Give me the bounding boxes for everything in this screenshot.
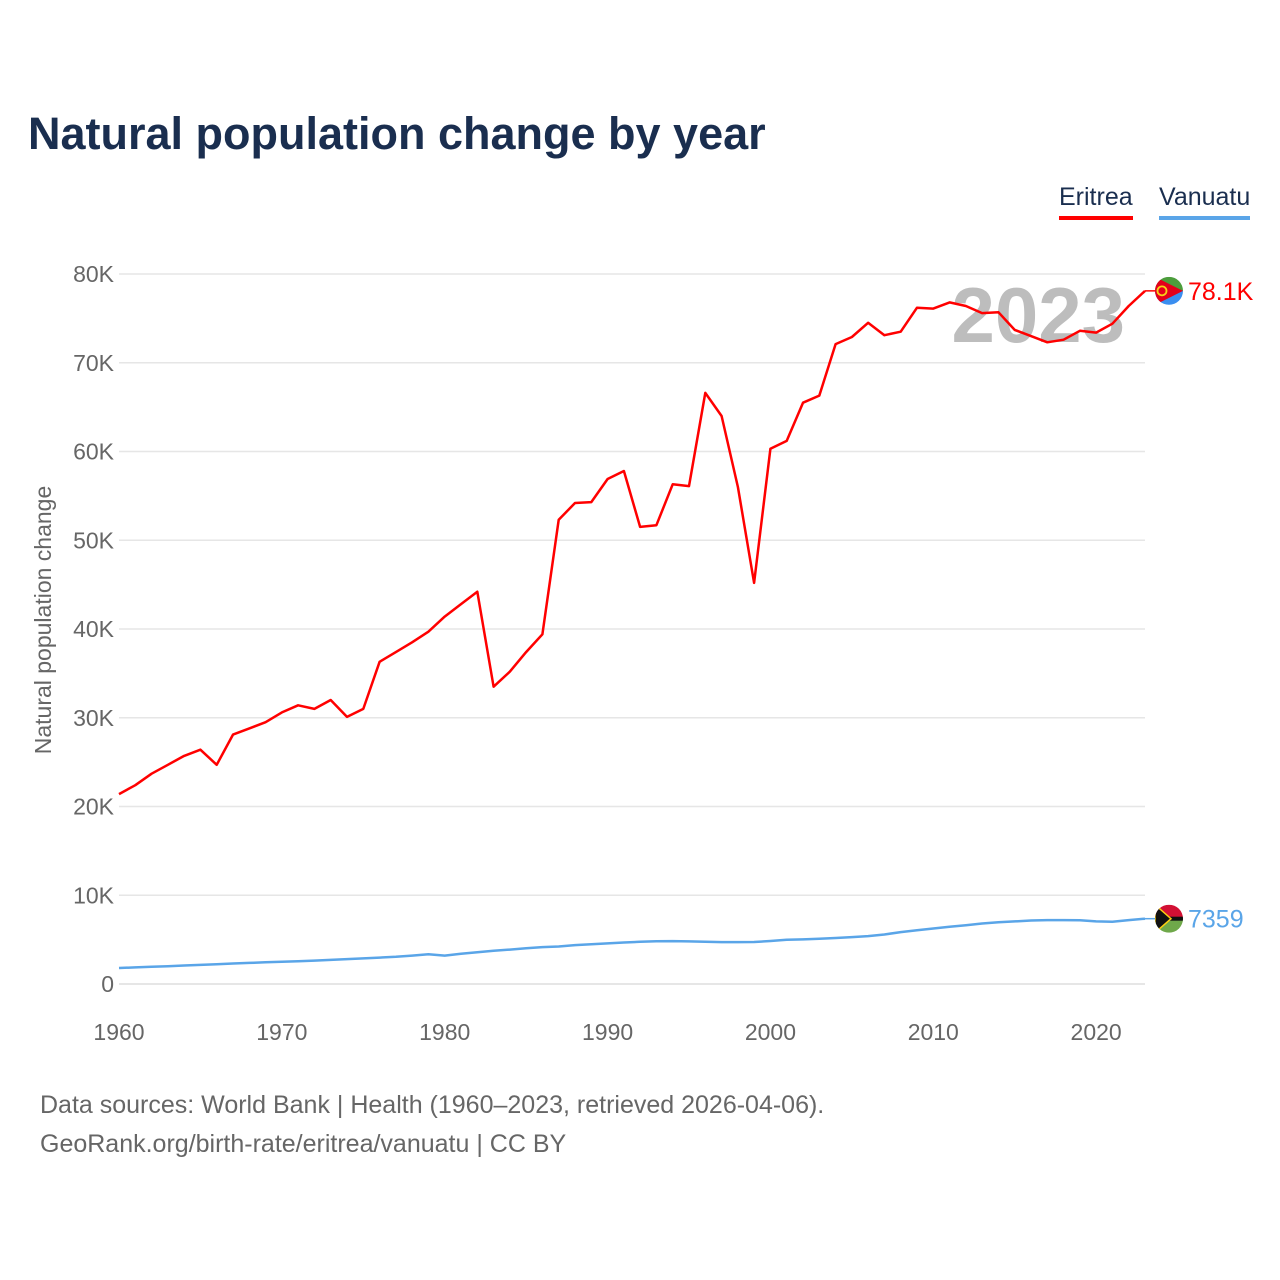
year-watermark: 2023 (951, 271, 1125, 359)
y-tick-label: 30K (73, 705, 115, 731)
chart-title: Natural population change by year (28, 108, 766, 159)
y-tick-label: 20K (73, 794, 115, 820)
legend-item-vanuatu[interactable]: Vanuatu (1159, 183, 1251, 220)
source-note: Data sources: World Bank | Health (1960–… (40, 1086, 824, 1164)
y-tick-label: 0 (101, 971, 114, 997)
x-tick-label: 1980 (419, 1019, 470, 1045)
end-value-label-eritrea: 78.1K (1188, 278, 1254, 306)
end-value-label-vanuatu: 7359 (1188, 906, 1244, 934)
y-tick-label: 10K (73, 882, 115, 908)
x-tick-label: 1960 (93, 1019, 144, 1045)
source-line: Data sources: World Bank | Health (1960–… (40, 1091, 825, 1119)
legend-item-eritrea[interactable]: Eritrea (1059, 183, 1133, 220)
y-tick-label: 80K (73, 261, 115, 287)
y-axis-label: Natural population change (30, 486, 56, 755)
y-tick-label: 40K (73, 616, 115, 642)
y-tick-label: 70K (73, 350, 115, 376)
x-tick-label: 2010 (908, 1019, 959, 1045)
x-tick-label: 2020 (1071, 1019, 1122, 1045)
y-tick-label: 50K (73, 527, 115, 553)
series-line-vanuatu (118, 917, 1146, 970)
source-link[interactable]: GeoRank.org/birth-rate/eritrea/vanuatu |… (40, 1130, 567, 1158)
vanuatu-flag-icon (1155, 904, 1183, 933)
x-tick-label: 2000 (745, 1019, 796, 1045)
x-tick-label: 1990 (582, 1019, 633, 1045)
series-line-eritrea (118, 289, 1146, 796)
y-tick-label: 60K (73, 439, 115, 465)
eritrea-flag-icon (1155, 276, 1183, 305)
x-tick-label: 1970 (256, 1019, 307, 1045)
